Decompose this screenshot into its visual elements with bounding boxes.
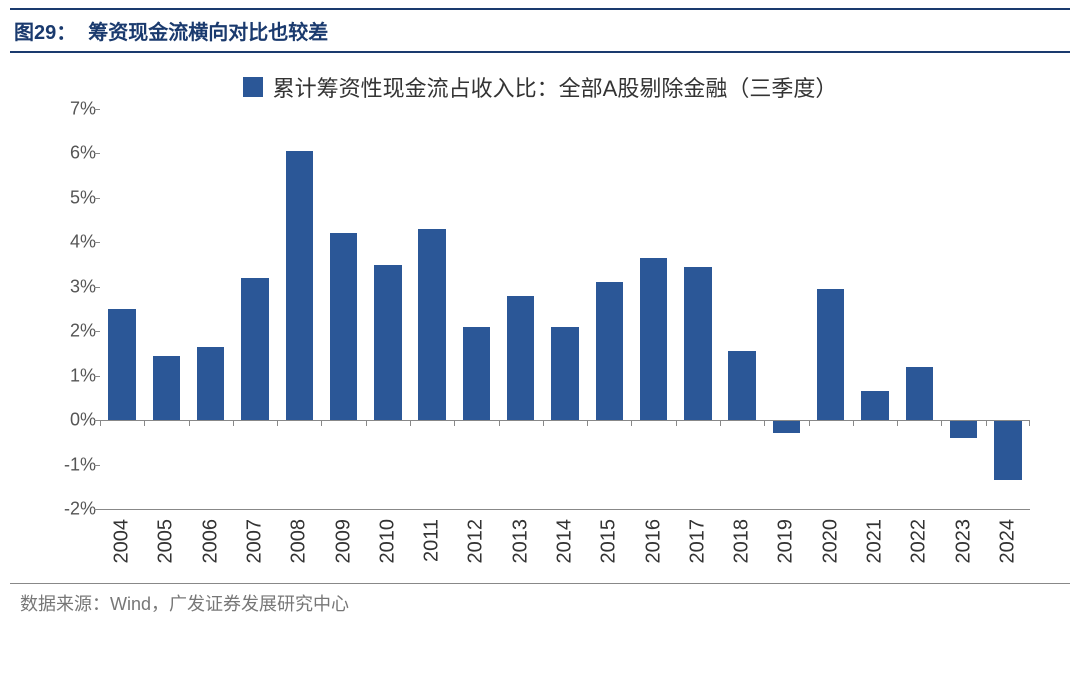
bar bbox=[596, 282, 623, 420]
bar bbox=[463, 327, 490, 420]
bar bbox=[153, 356, 180, 420]
bar bbox=[994, 420, 1021, 480]
bar bbox=[418, 229, 445, 420]
chart-container: -2%-1%0%1%2%3%4%5%6%7% 20042005200620072… bbox=[40, 109, 1040, 579]
x-tick-mark bbox=[454, 420, 455, 426]
bar bbox=[950, 420, 977, 438]
figure-label: 图29： bbox=[14, 16, 76, 45]
bar bbox=[684, 267, 711, 420]
zero-line bbox=[100, 420, 1030, 421]
bar bbox=[551, 327, 578, 420]
x-tick-label: 2010 bbox=[376, 519, 399, 564]
x-tick-label: 2022 bbox=[908, 519, 931, 564]
x-tick-mark bbox=[676, 420, 677, 426]
bar bbox=[330, 233, 357, 420]
x-tick-label: 2017 bbox=[686, 519, 709, 564]
bar bbox=[241, 278, 268, 420]
x-tick-mark bbox=[189, 420, 190, 426]
y-tick-mark bbox=[94, 465, 100, 466]
x-tick-label: 2020 bbox=[819, 519, 842, 564]
x-tick-mark bbox=[410, 420, 411, 426]
x-tick-label: 2012 bbox=[465, 519, 488, 564]
x-tick-label: 2019 bbox=[775, 519, 798, 564]
bar bbox=[197, 347, 224, 420]
chart-legend: 累计筹资性现金流占收入比：全部A股剔除金融（三季度） bbox=[10, 71, 1070, 103]
x-tick-label: 2016 bbox=[642, 519, 665, 564]
y-tick-mark bbox=[94, 153, 100, 154]
y-tick-label: -1% bbox=[64, 454, 96, 475]
bar bbox=[817, 289, 844, 420]
x-tick-mark bbox=[853, 420, 854, 426]
x-tick-label: 2015 bbox=[598, 519, 621, 564]
y-tick-label: 6% bbox=[70, 143, 96, 164]
x-tick-mark bbox=[941, 420, 942, 426]
x-tick-label: 2011 bbox=[421, 519, 444, 562]
bar bbox=[640, 258, 667, 420]
y-axis: -2%-1%0%1%2%3%4%5%6%7% bbox=[40, 109, 100, 509]
x-tick-mark bbox=[631, 420, 632, 426]
x-tick-mark bbox=[499, 420, 500, 426]
x-tick-mark bbox=[144, 420, 145, 426]
y-tick-mark bbox=[94, 287, 100, 288]
x-tick-label: 2006 bbox=[199, 519, 222, 564]
plot-area bbox=[100, 109, 1030, 510]
x-tick-label: 2013 bbox=[509, 519, 532, 564]
x-tick-mark bbox=[366, 420, 367, 426]
x-tick-label: 2007 bbox=[244, 519, 267, 564]
x-tick-mark bbox=[809, 420, 810, 426]
x-axis-labels: 2004 2005 2006 2007 2008 2009 2010 2011 2012 2013… bbox=[100, 509, 1030, 579]
x-tick-mark bbox=[543, 420, 544, 426]
bar bbox=[728, 351, 755, 420]
y-tick-label: 3% bbox=[70, 276, 96, 297]
source-text: 数据来源：Wind，广发证券发展研究中心 bbox=[10, 584, 1070, 622]
y-tick-label: -2% bbox=[64, 499, 96, 520]
legend-text: 累计筹资性现金流占收入比：全部A股剔除金融（三季度） bbox=[273, 71, 838, 103]
x-tick-mark bbox=[764, 420, 765, 426]
x-tick-label: 2014 bbox=[554, 519, 577, 564]
x-tick-mark bbox=[587, 420, 588, 426]
bar bbox=[286, 151, 313, 420]
x-tick-label: 2005 bbox=[155, 519, 178, 564]
x-tick-label: 2021 bbox=[864, 519, 887, 564]
y-tick-label: 4% bbox=[70, 232, 96, 253]
y-tick-label: 0% bbox=[70, 410, 96, 431]
legend-swatch bbox=[243, 77, 263, 97]
y-tick-label: 7% bbox=[70, 99, 96, 120]
y-tick-label: 5% bbox=[70, 187, 96, 208]
x-tick-label: 2009 bbox=[332, 519, 355, 564]
x-tick-mark bbox=[277, 420, 278, 426]
x-tick-label: 2023 bbox=[952, 519, 975, 564]
y-tick-mark bbox=[94, 198, 100, 199]
figure-title: 筹资现金流横向对比也较差 bbox=[88, 16, 328, 45]
x-tick-mark bbox=[321, 420, 322, 426]
x-tick-mark bbox=[100, 420, 101, 426]
bar bbox=[507, 296, 534, 420]
bar bbox=[773, 420, 800, 433]
y-tick-mark bbox=[94, 376, 100, 377]
bars-layer bbox=[100, 109, 1030, 509]
figure-title-bar: 图29： 筹资现金流横向对比也较差 bbox=[10, 8, 1070, 53]
x-tick-label: 2008 bbox=[288, 519, 311, 564]
bar bbox=[861, 391, 888, 420]
y-tick-mark bbox=[94, 331, 100, 332]
y-tick-mark bbox=[94, 109, 100, 110]
y-tick-label: 2% bbox=[70, 321, 96, 342]
x-tick-mark bbox=[986, 420, 987, 426]
x-tick-mark bbox=[897, 420, 898, 426]
y-tick-label: 1% bbox=[70, 365, 96, 386]
y-tick-mark bbox=[94, 242, 100, 243]
bar bbox=[108, 309, 135, 420]
x-tick-label: 2024 bbox=[996, 519, 1019, 564]
x-tick-label: 2018 bbox=[731, 519, 754, 564]
x-tick-mark bbox=[1029, 420, 1030, 426]
x-tick-mark bbox=[233, 420, 234, 426]
x-tick-mark bbox=[720, 420, 721, 426]
x-tick-label: 2004 bbox=[111, 519, 134, 564]
bar bbox=[906, 367, 933, 420]
bar bbox=[374, 265, 401, 421]
